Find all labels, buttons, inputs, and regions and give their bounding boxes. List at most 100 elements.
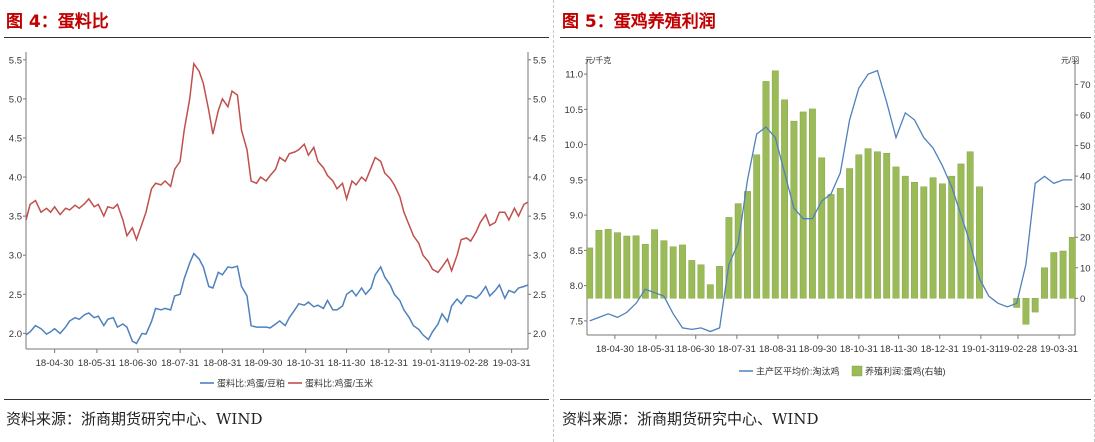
profit-bar	[948, 175, 956, 299]
left-y-tick-label: 5.5	[9, 55, 22, 66]
profit-bar	[669, 246, 677, 299]
right-y2-tick-label: 20	[1080, 233, 1091, 244]
right-source-text: 资料来源：浙商期货研究中心、WIND	[562, 410, 819, 428]
profit-bar	[808, 108, 816, 299]
left-y-tick-label: 3.0	[9, 251, 22, 262]
profit-bar	[911, 181, 918, 299]
left-y2-tick-label: 2.0	[533, 329, 546, 340]
profit-bar	[1068, 236, 1076, 299]
profit-bar	[641, 244, 649, 299]
right-chart-title: 图 5：蛋鸡养殖利润	[562, 12, 716, 32]
right-y-tick-label: 10.0	[565, 140, 584, 151]
profit-bar	[827, 194, 835, 299]
left-source-rule	[4, 399, 549, 400]
profit-bar	[716, 266, 723, 299]
left-y-tick-label: 5.0	[9, 94, 22, 105]
left-x-tick-label: 18-12-31	[370, 358, 408, 369]
right-y2-tick-label: 30	[1080, 202, 1091, 213]
left-x-tick-label: 19-03-31	[493, 358, 531, 369]
profit-bar	[679, 244, 686, 299]
left-x-tick-label: 18-09-30	[244, 358, 282, 369]
layer-profit-panel: 图 5：蛋鸡养殖利润 元/千克 元/羽 7.5 8.0 8.5 9.0 9.5 10.0 10.…	[556, 0, 1095, 442]
profit-bar	[864, 148, 872, 299]
left-y2-tick-label: 5.0	[533, 94, 546, 105]
right-y2-tick-label: 10	[1080, 263, 1091, 274]
right-y2-tick-label: 40	[1080, 172, 1091, 183]
profit-bar	[688, 260, 696, 299]
profit-bar	[799, 111, 807, 299]
profit-bar	[836, 188, 844, 299]
right-legend-swatch-bar	[851, 365, 863, 377]
left-y-tick-label: 4.0	[9, 173, 22, 184]
left-chart-title: 图 4：蛋料比	[6, 12, 109, 32]
right-x-tick-label: 19-01-31	[962, 344, 1000, 355]
profit-bar	[790, 120, 798, 299]
profit-bar	[1041, 267, 1048, 299]
left-x-tick-label: 19-01-31	[412, 358, 450, 369]
right-y2-tick-label: 50	[1080, 141, 1091, 152]
profit-bar	[781, 99, 788, 299]
profit-bar	[939, 183, 946, 299]
profit-bar	[762, 81, 770, 299]
right-x-tick-label: 18-07-31	[718, 344, 756, 355]
right-y-tick-label: 10.5	[565, 105, 584, 116]
left-y-tick-label: 3.5	[9, 212, 22, 223]
left-series-line-2	[25, 61, 529, 274]
left-y2-tick-label: 4.0	[533, 173, 546, 184]
left-x-tick-label: 18-04-30	[36, 358, 74, 369]
left-y-tick-label: 2.0	[9, 329, 22, 340]
right-y-tick-label: 7.5	[570, 316, 583, 327]
right-x-tick-label: 18-11-30	[880, 344, 917, 355]
right-y2-tick-label: 70	[1080, 80, 1091, 91]
profit-bar	[660, 240, 668, 299]
left-y2-tick-label: 3.5	[533, 212, 546, 223]
egg-feed-ratio-panel: 图 4：蛋料比 2.0 2.5 3.0 3.5 4.0 4.5 5.0 5.5 2.0 2.5 3.…	[4, 0, 554, 442]
right-legend-label-bar: 养殖利润:蛋鸡(右轴)	[865, 366, 946, 377]
right-x-tick-label: 19-03-31	[1040, 344, 1078, 355]
profit-bar	[604, 229, 612, 299]
right-title-rule	[560, 37, 1091, 38]
profit-bar	[753, 154, 761, 299]
profit-bar	[892, 166, 900, 299]
right-y-tick-label: 9.5	[570, 175, 583, 186]
right-y2-axis-unit: 元/羽	[1061, 56, 1079, 65]
culled-hen-price-line	[589, 69, 1073, 333]
layer-profit-chart: 元/千克 元/羽 7.5 8.0 8.5 9.0 9.5 10.0 10.5 11.0 0 10 20 3…	[565, 55, 1091, 377]
right-y-tick-label: 8.0	[570, 281, 583, 292]
profit-bar	[1059, 250, 1067, 299]
profit-bar	[771, 70, 779, 299]
right-legend-label-line: 主产区平均价:淘汰鸡	[756, 366, 840, 377]
profit-bar	[966, 151, 974, 299]
profit-bar	[697, 264, 705, 299]
right-y2-tick-label: 60	[1080, 111, 1091, 122]
profit-bar	[623, 235, 631, 299]
left-title-rule	[4, 37, 549, 38]
left-legend-label-2: 蛋料比:鸡蛋/玉米	[305, 378, 373, 389]
right-x-tick-label: 18-05-31	[637, 344, 675, 355]
left-x-tick-label: 18-08-31	[203, 358, 241, 369]
profit-bar	[883, 152, 891, 299]
profit-bar	[901, 175, 909, 299]
profit-bar	[957, 163, 965, 299]
profit-bar	[855, 154, 863, 299]
left-x-tick-label: 18-07-31	[161, 358, 199, 369]
right-source-rule	[560, 399, 1091, 400]
profit-bar	[846, 168, 853, 299]
right-y-tick-label: 11.0	[565, 70, 583, 81]
left-x-tick-label: 19-02-28	[450, 358, 488, 369]
left-y2-tick-label: 2.5	[533, 290, 546, 301]
right-y-tick-label: 8.5	[570, 246, 583, 257]
profit-bar	[744, 191, 751, 299]
left-y-tick-label: 4.5	[9, 133, 22, 144]
profit-bar	[651, 229, 659, 299]
left-y2-tick-label: 4.5	[533, 133, 546, 144]
left-y-tick-label: 2.5	[9, 290, 22, 301]
profit-bar	[1031, 298, 1039, 313]
left-legend-label-1: 蛋料比:鸡蛋/豆粕	[217, 378, 285, 389]
right-y2-tick-label: 0	[1080, 294, 1085, 305]
profit-bar	[1050, 252, 1058, 299]
left-y2-tick-label: 3.0	[533, 251, 546, 262]
profit-bar	[818, 157, 826, 299]
left-x-tick-label: 18-05-31	[78, 358, 116, 369]
profit-bar	[929, 177, 937, 299]
